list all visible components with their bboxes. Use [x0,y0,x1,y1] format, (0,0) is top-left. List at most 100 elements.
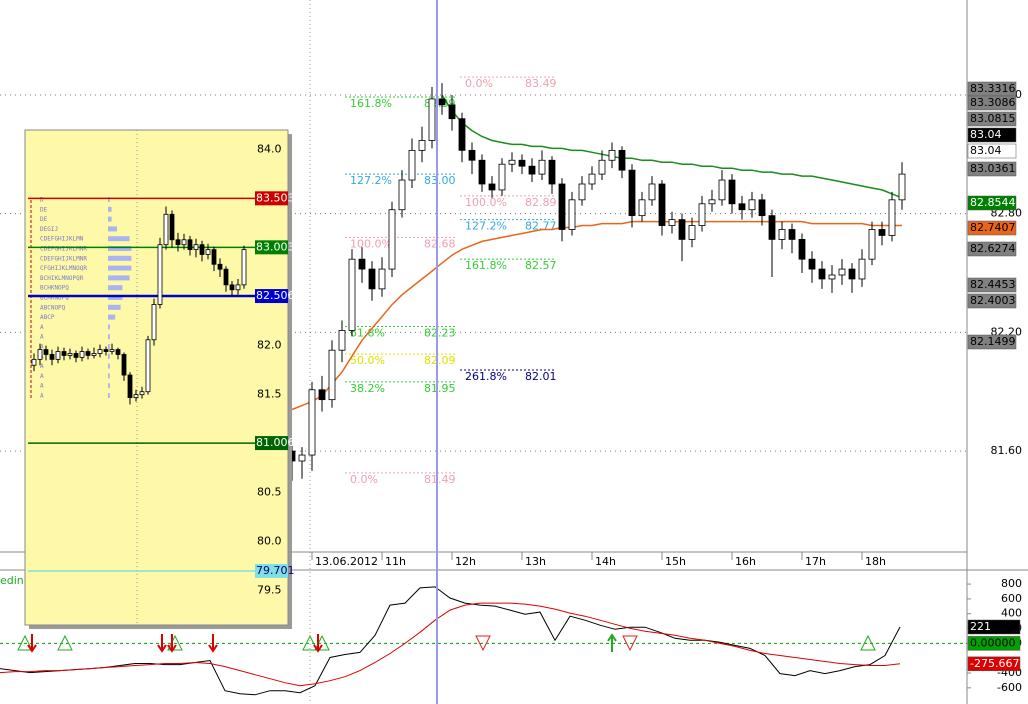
candle-body [678,219,686,240]
fib-price: 82.77 [525,220,557,233]
candle-body [368,268,376,290]
candle-body [109,349,115,352]
price-label: 82.4453 [970,278,1016,291]
line-series [441,94,903,199]
zero-label: 0.00000 [970,636,1016,649]
y-tick-label: 600 [1001,592,1022,605]
candle-body [888,199,896,236]
candle-body [133,394,139,398]
candle-body [79,351,85,358]
candle-body [778,229,786,240]
candle-body [878,229,886,236]
profile-row: CFGHIJKLMNOQR [40,265,87,272]
candle-body [868,229,876,260]
candle-body [115,349,121,355]
candle-body [428,98,436,141]
profile-bar [108,265,132,271]
price-label: 83.3086 [970,96,1016,109]
profile-bar [108,275,130,281]
candle-body [758,199,766,217]
zero-label-box [967,636,1021,651]
profile-bar [108,393,110,398]
line-series [0,602,901,687]
candle-body [169,213,175,241]
inset-tick-label: 80.0 [257,535,282,548]
candle-body [187,239,193,250]
fib-percent: 100.0% [350,237,392,250]
profile-bar [108,206,112,212]
candle-body [235,284,241,291]
candle-body [798,238,806,260]
profile-bar [108,363,110,369]
last-value-box [967,619,1021,635]
candle-body [67,353,73,356]
candle-body [151,304,157,341]
candle-body [31,358,37,366]
level-box [255,191,288,206]
profile-row: A [40,363,44,370]
signals [17,633,876,653]
fib-price: 82.23 [424,326,456,339]
price-label-box [967,195,1017,211]
fib-price: 81.95 [424,382,456,395]
buy-signal [860,634,876,651]
fib-price: 83.49 [525,77,557,90]
candle-body [838,268,846,276]
x-tick-label: 16h [735,555,756,568]
profile-row: DEGIJ [40,226,58,233]
candle-body [588,173,596,185]
candle-body [468,149,476,161]
profile-row: BCHKNOPQ [40,295,69,302]
price-label: 82.8544 [970,196,1016,209]
sell-arrow [167,634,177,653]
candle-body [348,258,356,331]
line-series [291,220,902,411]
candle-body [223,268,229,286]
candle-body [318,389,326,401]
last-value: 221 [970,620,991,633]
fib-price: 82.57 [525,259,557,272]
price-label: 83.3316 [970,82,1016,95]
price-label: 83.0361 [970,162,1016,175]
x-tick-label: 13.06.2012 [315,555,378,568]
profile-bar [108,324,110,330]
fib-price: 82.89 [525,196,557,209]
x-tick-label: 13h [525,555,546,568]
candle-body [91,353,97,356]
profile-bar [108,383,110,389]
candle-body [568,199,576,230]
level-box [255,289,288,304]
fib-price: 82.09 [424,354,456,367]
price-label: 83.04 [970,128,1002,141]
candle-body [898,173,906,201]
profile-row: BCHKNOPQ [40,285,69,292]
buy-signal [57,634,73,651]
price-label-box [967,241,1017,257]
fib-percent: 261.8% [465,370,507,383]
candle-body [618,149,626,171]
candle-body [688,225,696,240]
profile-row: DE [40,216,48,223]
candle-body [139,391,145,396]
candle-body [163,213,169,246]
candle-body [398,179,406,211]
candle-body [578,183,586,201]
candle-body [181,239,187,246]
inset-panel [24,129,289,626]
candle-body [768,215,776,240]
candle-body [848,268,856,280]
price-label-box [967,277,1017,293]
candle-body [438,98,446,106]
candle-body [49,354,55,360]
profile-bar [108,236,130,242]
candle-body [378,268,386,290]
fib-percent: 50.0% [350,354,385,367]
price-label-box [967,111,1017,127]
level-box [255,563,288,578]
level-label: 79.701 [256,564,295,577]
price-label: 83.04 [970,144,1002,157]
profile-row: A [40,383,44,390]
fib-price: 82.01 [525,370,557,383]
